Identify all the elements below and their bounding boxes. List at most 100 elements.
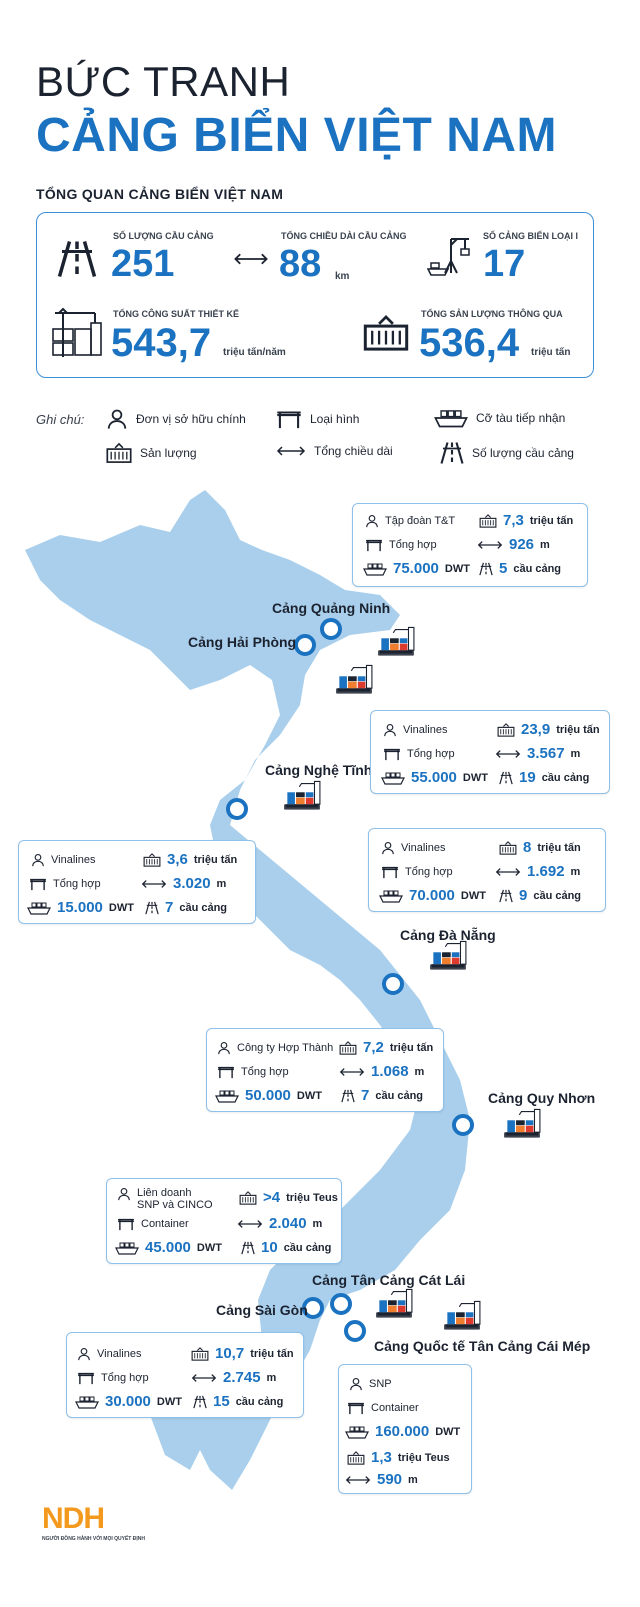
gate-icon: [77, 1371, 95, 1385]
person-icon: [381, 841, 395, 855]
title-line-2: CẢNG BIỂN VIỆT NAM: [36, 109, 558, 162]
double-arrow-icon: [345, 1475, 371, 1485]
length-arrow-icon: [233, 253, 269, 265]
person-icon: [383, 723, 397, 737]
port-name-haiphong: Cảng Hải Phòng: [188, 634, 297, 650]
port-name-nghetinh: Cảng Nghệ Tĩnh: [265, 762, 373, 778]
port-name-quynhon: Cảng Quy Nhơn: [488, 1090, 596, 1106]
info-box-catlai: Liên doanh SNP và CINCO >4 triệu Teus Cont…: [106, 1178, 342, 1264]
person-icon: [106, 408, 128, 430]
port-name-catlai: Cảng Tân Cảng Cát Lái: [312, 1272, 466, 1288]
class1-label: SỐ CẢNG BIỂN LOẠI I: [483, 231, 579, 241]
port-dot-quynhon[interactable]: [452, 1114, 474, 1136]
legend-ship: Cỡ tàu tiếp nhận: [434, 408, 565, 428]
road-icon: [145, 901, 159, 915]
legend: Ghi chú: Đơn vị sở hữu chính Loại hình C…: [36, 406, 616, 476]
gate-icon: [117, 1217, 135, 1231]
person-icon: [117, 1187, 131, 1201]
throughput-value: 536,4: [419, 321, 520, 365]
road-icon: [341, 1089, 355, 1103]
info-box-haiphong: Vinalines 23,9 triệu tấn Tổng hợp 3.567 m …: [370, 710, 610, 794]
capacity-label: TỔNG CÔNG SUẤT THIẾT KẾ: [113, 309, 239, 319]
legend-length: Tổng chiều dài: [276, 444, 393, 458]
info-box-quynhon: Công ty Hợp Thành 7,2 triệu tấn Tổng hợp …: [206, 1028, 444, 1112]
port-dot-nghetinh[interactable]: [226, 798, 248, 820]
warehouse-crane-icon: [52, 307, 102, 357]
ship-icon: [434, 408, 468, 428]
container-icon: [363, 311, 409, 355]
ship-icon: [363, 562, 387, 576]
title-line-1: BỨC TRANH: [36, 58, 291, 105]
container-icon: [347, 1451, 365, 1465]
person-icon: [31, 853, 45, 867]
info-box-quangninh: Tập đoàn T&T 7,3 triệu tấn Tổng hợp 926 m …: [352, 503, 588, 587]
port-dot-danang[interactable]: [382, 973, 404, 995]
info-box-caimep: SNP Container 160.000 DWT 1,3 triệu Teus 5…: [338, 1364, 472, 1494]
double-arrow-icon: [495, 749, 521, 759]
length-label: TỔNG CHIỀU DÀI CẦU CẢNG: [281, 231, 407, 241]
length-unit: km: [335, 271, 350, 282]
double-arrow-icon: [141, 879, 167, 889]
port-dot-haiphong[interactable]: [294, 634, 316, 656]
container-icon: [239, 1191, 257, 1205]
cargo-ship-icon: [320, 660, 388, 698]
container-icon: [499, 841, 517, 855]
ship-icon: [345, 1425, 369, 1439]
port-name-danang: Cảng Đà Nẵng: [400, 927, 496, 943]
road-icon: [479, 562, 493, 576]
gate-icon: [217, 1065, 235, 1079]
container-icon: [339, 1041, 357, 1055]
gate-icon: [381, 865, 399, 879]
ship-icon: [379, 889, 403, 903]
port-dot-caimep[interactable]: [344, 1320, 366, 1342]
summary-panel: SỐ LƯỢNG CẦU CẢNG 251 TỔNG CHIỀU DÀI CẦU…: [36, 212, 594, 378]
legend-title: Ghi chú:: [36, 412, 85, 427]
ship-icon: [215, 1089, 239, 1103]
overview-subtitle: TỔNG QUAN CẢNG BIỂN VIỆT NAM: [36, 186, 284, 202]
info-box-nghetinh: Vinalines 3,6 triệu tấn Tổng hợp 3.020 m 1…: [18, 840, 256, 924]
road-icon: [193, 1395, 207, 1409]
double-arrow-icon: [191, 1373, 217, 1383]
container-icon: [497, 723, 515, 737]
road-icon: [241, 1241, 255, 1255]
road-icon: [499, 771, 513, 785]
container-icon: [191, 1347, 209, 1361]
cargo-ship-icon: [362, 622, 430, 660]
double-arrow-icon: [477, 540, 503, 550]
berths-label: SỐ LƯỢNG CẦU CẢNG: [113, 231, 214, 241]
capacity-unit: triệu tấn/năm: [223, 347, 286, 358]
legend-output: Sản lượng: [106, 442, 197, 464]
legend-owner: Đơn vị sở hữu chính: [106, 408, 246, 430]
info-box-saigon: Vinalines 10,7 triệu tấn Tổng hợp 2.745 m …: [66, 1332, 304, 1418]
gate-icon: [347, 1401, 365, 1415]
container-icon: [143, 853, 161, 867]
port-dot-catlai[interactable]: [330, 1293, 352, 1315]
capacity-value: 543,7: [111, 321, 212, 365]
info-box-danang: Vinalines 8 triệu tấn Tổng hợp 1.692 m 70.…: [368, 828, 606, 912]
road-icon: [440, 440, 464, 466]
berth-road-icon: [57, 239, 97, 279]
double-arrow-icon: [339, 1067, 365, 1077]
ship-icon: [381, 771, 405, 785]
person-icon: [349, 1377, 363, 1391]
port-name-saigon: Cảng Sài Gòn: [216, 1302, 308, 1318]
container-icon: [106, 442, 132, 464]
throughput-label: TỔNG SẢN LƯỢNG THÔNG QUA: [421, 309, 563, 319]
class1-value: 17: [483, 243, 526, 285]
gate-icon: [29, 877, 47, 891]
gate-icon: [276, 408, 302, 430]
throughput-unit: triệu tấn: [531, 347, 571, 358]
legend-berths: Số lượng cầu cảng: [440, 440, 574, 466]
crane-ship-icon: [427, 238, 470, 276]
road-icon: [499, 889, 513, 903]
port-dot-quangninh[interactable]: [320, 618, 342, 640]
cargo-ship-icon: [488, 1104, 556, 1142]
gate-icon: [365, 538, 383, 552]
person-icon: [77, 1347, 91, 1361]
double-arrow-icon: [495, 867, 521, 877]
port-name-quangninh: Cảng Quảng Ninh: [272, 600, 391, 616]
port-dot-saigon[interactable]: [302, 1297, 324, 1319]
length-value: 88: [279, 243, 322, 285]
double-arrow-icon: [237, 1219, 263, 1229]
container-icon: [479, 514, 497, 528]
